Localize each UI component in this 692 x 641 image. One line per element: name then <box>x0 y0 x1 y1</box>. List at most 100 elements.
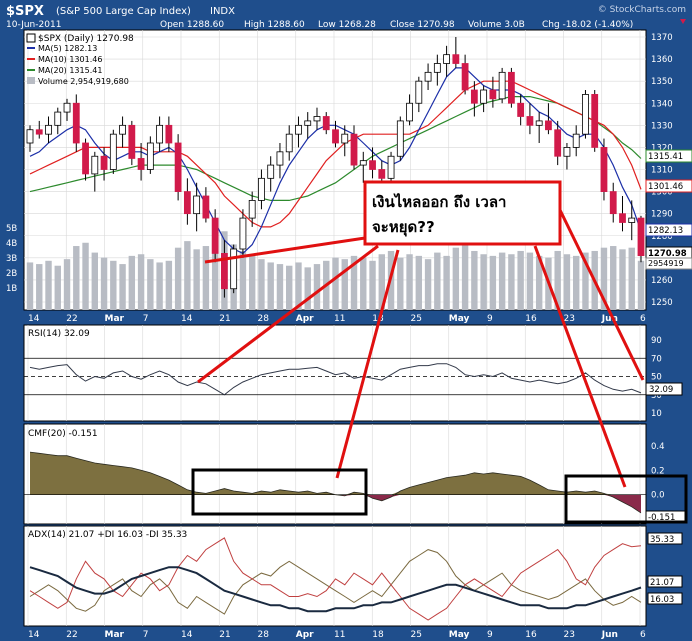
candle-body <box>619 213 626 223</box>
volume-bar <box>286 265 293 310</box>
candle-body <box>221 253 228 290</box>
candle-body <box>554 129 562 157</box>
candle-body <box>109 133 117 170</box>
volume-bar <box>508 254 515 310</box>
x-tick: Apr <box>296 314 314 324</box>
adx-badge-bg <box>647 592 683 605</box>
candle-body <box>230 248 238 290</box>
x-tick: 23 <box>564 314 575 324</box>
high-label: High 1288.60 <box>244 20 305 30</box>
cmf-tick: 0.2 <box>651 466 665 476</box>
adx-badge: 21.07 <box>650 578 674 588</box>
volume-tick: 5B <box>6 224 17 234</box>
candle-body <box>26 129 34 144</box>
volume-bar <box>304 267 311 310</box>
candle-body <box>332 129 339 144</box>
rsi-panel <box>23 324 647 422</box>
volume-bar <box>91 252 99 310</box>
adx-line <box>29 566 642 613</box>
volume-axis: 5B 4B 3B 2B 1B <box>6 224 17 294</box>
candle-body <box>600 147 608 192</box>
volume-bar <box>54 265 61 310</box>
candle-body <box>415 80 423 104</box>
legend-swatch-volume <box>27 77 35 84</box>
volume-bar <box>156 262 163 310</box>
volume-bar <box>267 262 274 310</box>
x-tick: 21 <box>219 630 230 640</box>
x-tick: 14 <box>28 314 40 324</box>
candle-body <box>507 71 515 104</box>
rsi-tick: 50 <box>651 373 662 383</box>
candle-body <box>91 155 99 175</box>
candle-body <box>526 116 534 126</box>
x-tick: 9 <box>487 314 493 324</box>
candle-body <box>480 89 488 104</box>
candle-body <box>183 191 191 215</box>
candle-body <box>276 151 284 166</box>
annotation-overlay: เงินไหลออก ถึง เวลา จะหยุด?? <box>191 180 688 524</box>
x-tick: 28 <box>258 630 270 640</box>
annotation-line1: เงินไหลออก ถึง เวลา <box>372 192 506 211</box>
volume-bar <box>619 249 626 310</box>
arrow-to-cmf-b <box>533 245 627 488</box>
volume-tick: 2B <box>6 269 17 279</box>
arrow-to-price <box>204 236 366 264</box>
rsi-legend: RSI(14) 32.09 <box>28 329 90 339</box>
cmf-tick: 0.0 <box>651 491 665 501</box>
volume-bar <box>628 247 635 310</box>
volume-bar <box>498 252 506 310</box>
badge-ma10: 1301.46 <box>648 182 683 192</box>
index-name: (S&P 500 Large Cap Index) <box>56 6 191 17</box>
header-bar <box>0 0 692 30</box>
volume-bar <box>489 255 497 310</box>
cmf-badge: -0.151 <box>648 513 675 523</box>
candle-body <box>156 124 164 144</box>
x-tick: 11 <box>334 314 345 324</box>
candle-body <box>313 116 321 122</box>
candle-body <box>369 160 376 170</box>
adx-badge-bg <box>647 575 683 588</box>
cmf-tick: 0.4 <box>651 442 665 452</box>
ma20-line <box>29 96 642 201</box>
volume-bar <box>119 264 126 310</box>
x-tick: 18 <box>372 630 384 640</box>
volume-bar <box>332 257 339 310</box>
volume-bar <box>165 260 173 310</box>
adx-badge: 16.03 <box>650 595 674 605</box>
close-label: Close 1270.98 <box>390 20 455 30</box>
volume-bar <box>100 257 108 310</box>
candle-body <box>461 63 469 91</box>
down-arrow-icon <box>680 19 686 24</box>
candle-body <box>258 177 265 201</box>
candle-body <box>341 133 349 144</box>
price-tick: 1300 <box>651 188 673 198</box>
candle-body <box>63 102 71 113</box>
volume-bar <box>248 255 256 310</box>
volume-bar <box>26 262 34 310</box>
candle-body <box>202 195 210 219</box>
candle-body <box>146 142 154 170</box>
candle-body <box>387 155 395 179</box>
candle-body <box>443 54 450 64</box>
price-tick: 1320 <box>651 143 673 153</box>
rsi-tick: 90 <box>651 336 662 346</box>
candle-body <box>174 142 182 192</box>
volume-bar <box>82 242 89 310</box>
volume-bar <box>637 260 645 310</box>
candle-body <box>489 89 497 100</box>
x-tick: 25 <box>411 630 422 640</box>
x-tick: 9 <box>487 630 493 640</box>
volume-bar <box>424 259 432 310</box>
candle-body <box>54 111 62 126</box>
candle-body <box>378 169 386 179</box>
adx-badge: 35.33 <box>650 535 674 545</box>
volume-tick: 3B <box>6 254 17 264</box>
price-tick: 1310 <box>651 166 673 176</box>
rsi-axis: 90 70 50 30 10 <box>651 336 662 419</box>
rsi-badge-bg <box>645 382 683 396</box>
rsi-tick: 10 <box>651 409 662 419</box>
volume-bar <box>471 250 478 310</box>
volume-bar <box>350 255 358 310</box>
price-tick: 1330 <box>651 121 673 131</box>
